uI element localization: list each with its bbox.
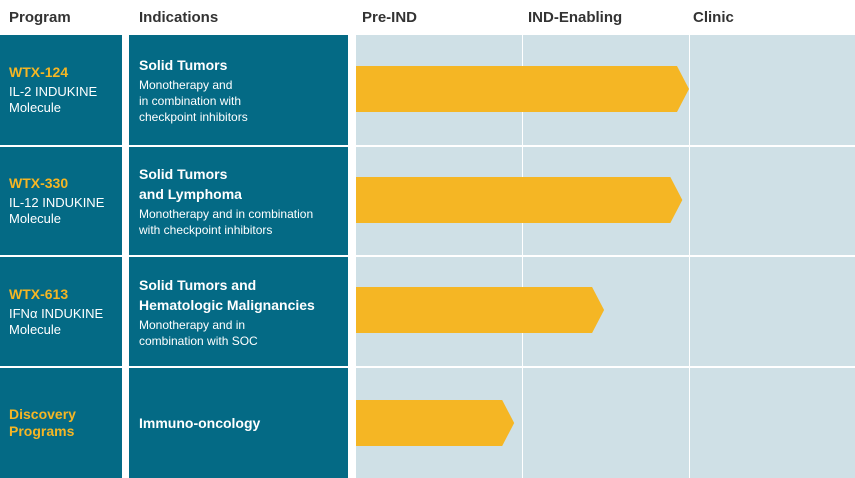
indication-description: Monotherapy and in combination with SOC (139, 317, 258, 348)
indication-cell: Immuno-oncology (129, 368, 348, 478)
row-divider (356, 145, 855, 147)
program-name: WTX-124 (9, 64, 69, 80)
indication-cell: Solid Tumors Monotherapy and in combinat… (129, 35, 348, 145)
progress-arrow-discovery-programs (356, 400, 515, 446)
program-cell: WTX-330 IL-12 INDUKINE Molecule (0, 147, 122, 255)
indication-cell: Solid Tumors and Lymphoma Monotherapy an… (129, 147, 348, 255)
row-divider (356, 255, 855, 257)
header-indications: Indications (139, 9, 219, 26)
program-cell: WTX-124 IL-2 INDUKINE Molecule (0, 35, 122, 145)
program-description: IL-12 INDUKINE Molecule (9, 195, 105, 226)
program-name: Discovery Programs (9, 406, 76, 439)
indication-title: Solid Tumors and Lymphoma (139, 166, 242, 202)
indication-description: Monotherapy and in combination with chec… (139, 78, 248, 124)
program-description: IL-2 INDUKINE Molecule (9, 84, 98, 115)
program-cell: WTX-613 IFNα INDUKINE Molecule (0, 257, 122, 366)
indication-description: Monotherapy and in combination with chec… (139, 207, 314, 237)
program-description: IFNα INDUKINE Molecule (9, 305, 104, 337)
progress-arrow-wtx-124 (356, 66, 689, 112)
progress-arrow-wtx-330 (356, 177, 683, 223)
header-stage-ind-enabling: IND-Enabling (528, 9, 623, 26)
header-stage-pre-ind: Pre-IND (362, 9, 418, 26)
indication-title: Solid Tumors (139, 57, 228, 73)
program-name: WTX-613 (9, 285, 69, 302)
header-program: Program (9, 9, 71, 26)
header-stage-clinic: Clinic (693, 9, 734, 26)
program-cell: Discovery Programs (0, 368, 122, 478)
indication-title: Immuno-oncology (139, 415, 261, 431)
progress-arrow-wtx-613 (356, 287, 605, 333)
row-divider (356, 366, 855, 368)
program-name: WTX-330 (9, 175, 69, 191)
indication-title: Solid Tumors and Hematologic Malignancie… (139, 276, 315, 313)
indication-cell: Solid Tumors and Hematologic Malignancie… (129, 257, 348, 366)
